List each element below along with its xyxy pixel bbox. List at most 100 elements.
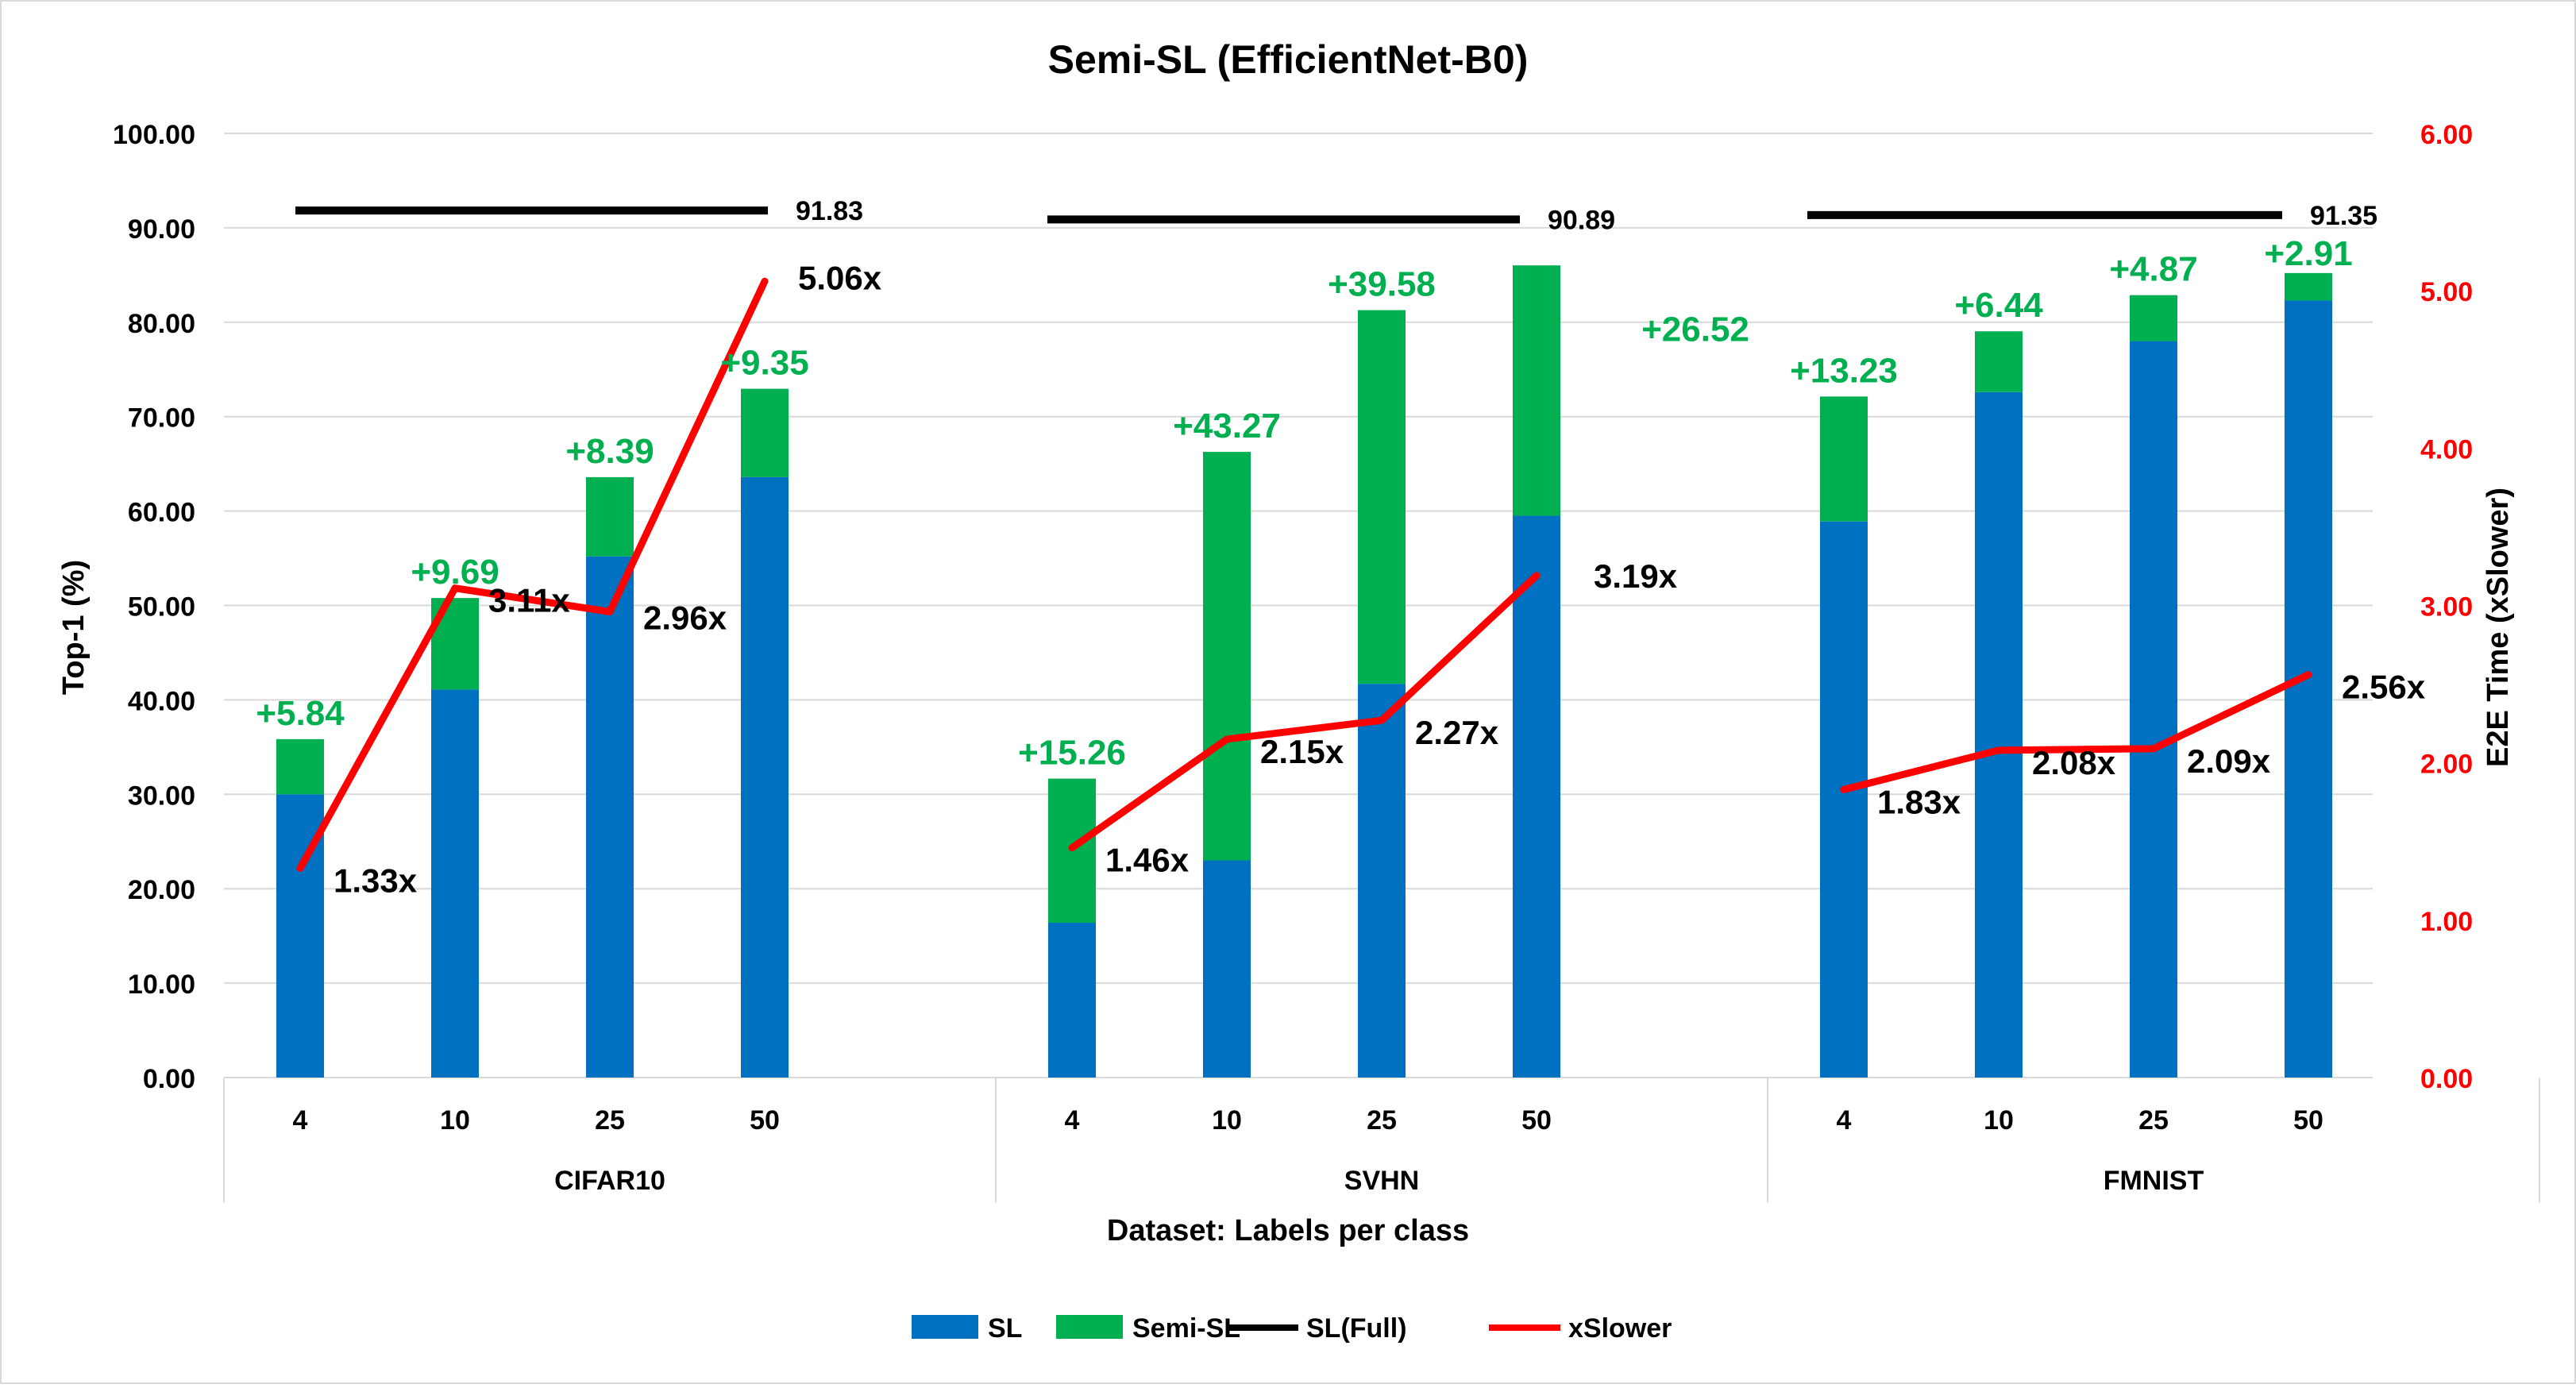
bar-sl <box>1820 521 1868 1078</box>
category-tick-label: 50 <box>2293 1105 2323 1135</box>
y2-tick-label: 2.00 <box>2420 750 2473 780</box>
xslower-label: 1.83x <box>1877 783 1961 820</box>
bar-semi <box>1513 265 1560 516</box>
y2-tick-label: 5.00 <box>2420 277 2473 307</box>
bar-sl <box>2285 300 2332 1078</box>
semi-gain-label: +6.44 <box>1954 286 2043 325</box>
bar-semi <box>741 388 789 477</box>
semi-gain-label: +2.91 <box>2264 234 2352 273</box>
category-tick-label: 50 <box>1521 1105 1552 1135</box>
bar-sl <box>1358 684 1406 1078</box>
x-axis-title: Dataset: Labels per class <box>1107 1214 1469 1247</box>
xslower-line <box>1840 671 2312 793</box>
xslower-label: 2.56x <box>2342 669 2426 706</box>
category-tick-label: 50 <box>750 1105 780 1135</box>
xslower-label: 2.15x <box>1260 733 1344 770</box>
xslower-label: 5.06x <box>798 259 882 296</box>
y-tick-label: 100.00 <box>113 120 195 150</box>
semi-gain-label: +13.23 <box>1790 351 1898 390</box>
labels-layer: +5.84 +9.69 +8.39 +9.35 91.83 1.33x 3.11x 2.96x… <box>256 196 2425 899</box>
semi-gain-label: +26.52 <box>1641 310 1749 349</box>
semi-gain-label: +43.27 <box>1173 407 1281 445</box>
sl-full-label: 90.89 <box>1548 205 1615 235</box>
semi-gain-label: +9.69 <box>411 553 499 592</box>
y-tick-label: 90.00 <box>128 214 195 245</box>
legend: SL Semi-SL SL(Full) xSlower <box>912 1313 1672 1344</box>
bars-layer <box>276 265 2332 1078</box>
category-tick-label: 4 <box>1837 1105 1852 1135</box>
legend-swatch <box>912 1315 978 1339</box>
xslower-line <box>1068 572 1541 852</box>
y-tick-label: 80.00 <box>128 309 195 339</box>
legend-label: SL(Full) <box>1306 1313 1407 1344</box>
category-tick-label: 10 <box>440 1105 470 1135</box>
lines-layer <box>295 206 2312 872</box>
chart-title: Semi-SL (EfficientNet-B0) <box>1048 37 1529 82</box>
y2-tick-label: 6.00 <box>2420 120 2473 150</box>
legend-swatch <box>1056 1315 1123 1339</box>
y2-tick-label: 4.00 <box>2420 434 2473 465</box>
bar-semi <box>2285 272 2332 301</box>
category-tick-label: 4 <box>293 1105 308 1135</box>
y-axis-title: Top-1 (%) <box>57 560 91 695</box>
xslower-label: 1.33x <box>334 862 418 899</box>
bar-semi <box>586 476 634 557</box>
category-tick-label: 4 <box>1065 1105 1080 1135</box>
y-tick-label: 60.00 <box>128 498 195 528</box>
xslower-line <box>296 277 769 872</box>
xslower-label: 2.96x <box>643 599 727 636</box>
bar-sl <box>1203 860 1251 1078</box>
y-tick-label: 20.00 <box>128 875 195 905</box>
bar-semi <box>2130 295 2177 341</box>
legend-label: SL <box>988 1313 1022 1344</box>
xslower-label: 2.27x <box>1415 714 1499 751</box>
group-label: CIFAR10 <box>554 1166 665 1196</box>
bar-sl <box>586 556 634 1078</box>
y-tick-label: 10.00 <box>128 970 195 1000</box>
xslower-label: 3.19x <box>1594 557 1678 595</box>
category-tick-label: 10 <box>1212 1105 1242 1135</box>
y-tick-label: 40.00 <box>128 686 195 716</box>
group-label: SVHN <box>1344 1166 1419 1196</box>
legend-label: xSlower <box>1568 1313 1672 1344</box>
y2-tick-label: 1.00 <box>2420 907 2473 937</box>
bar-semi <box>1975 331 2023 392</box>
category-tick-label: 25 <box>1367 1105 1397 1135</box>
category-tick-label: 25 <box>595 1105 625 1135</box>
semi-gain-label: +5.84 <box>256 694 345 733</box>
xslower-label: 1.46x <box>1105 842 1190 879</box>
bar-sl <box>1975 391 2023 1078</box>
group-label: FMNIST <box>2104 1166 2204 1196</box>
category-tick-label: 10 <box>1984 1105 2014 1135</box>
semi-gain-label: +39.58 <box>1328 265 1436 304</box>
xslower-label: 3.11x <box>488 582 570 619</box>
legend-label: Semi-SL <box>1132 1313 1240 1344</box>
sl-full-label: 91.35 <box>2310 201 2377 231</box>
y2-tick-label: 3.00 <box>2420 592 2473 623</box>
bar-semi <box>1820 396 1868 522</box>
sl-full-label: 91.83 <box>796 196 863 226</box>
bar-semi <box>276 738 324 795</box>
y-tick-label: 50.00 <box>128 592 195 623</box>
bar-semi <box>1203 452 1251 861</box>
bar-sl <box>1048 923 1096 1078</box>
xslower-label: 2.09x <box>2187 742 2271 780</box>
semi-gain-label: +8.39 <box>565 432 654 471</box>
semi-gain-label: +4.87 <box>2109 250 2197 289</box>
bar-sl <box>741 476 789 1078</box>
bar-semi <box>1358 310 1406 684</box>
y2-axis-title: E2E Time (xSlower) <box>2482 488 2515 767</box>
y-tick-label: 70.00 <box>128 403 195 434</box>
y2-tick-label: 0.00 <box>2420 1064 2473 1094</box>
axes-layer: 0.0010.0020.0030.0040.0050.0060.0070.008… <box>113 120 2473 1196</box>
xslower-label: 2.08x <box>2032 744 2116 781</box>
y-tick-label: 30.00 <box>128 781 195 811</box>
y-tick-label: 0.00 <box>143 1064 195 1094</box>
category-tick-label: 25 <box>2138 1105 2169 1135</box>
bar-sl <box>1513 515 1560 1078</box>
bar-sl <box>2130 341 2177 1078</box>
semi-gain-label: +9.35 <box>720 344 808 383</box>
semi-gain-label: +15.26 <box>1018 734 1126 773</box>
